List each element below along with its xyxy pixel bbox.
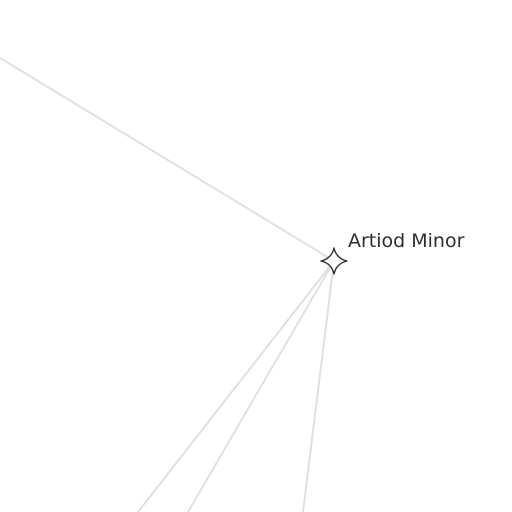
star-name-label[interactable]: Artiod Minor [348,230,465,252]
connection-line [0,57,335,262]
star-node[interactable]: Artiod Minor [320,230,465,275]
connection-line [187,260,335,512]
connection-lines [0,57,335,512]
connection-line [302,260,335,512]
four-point-star-icon[interactable] [320,247,348,275]
connection-line [137,260,335,512]
